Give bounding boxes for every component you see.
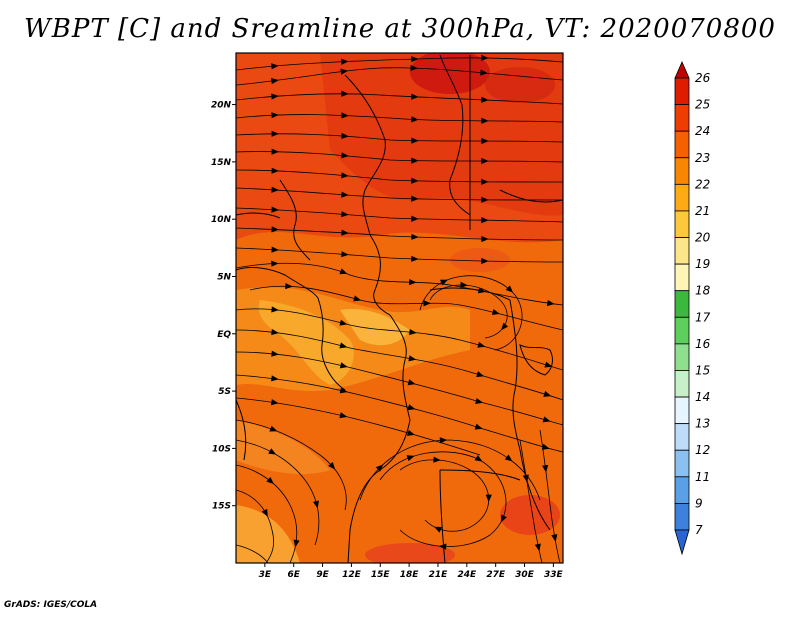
latitude-axis: 20N 15N 10N 5N EQ 5S 10S 15S <box>211 101 236 512</box>
colorbar: 26 25 24 23 22 21 20 19 18 17 16 15 14 13 12 11 9 7 <box>674 61 711 556</box>
colorbar-label: 19 <box>695 257 710 271</box>
colorbar-label: 20 <box>695 231 711 245</box>
colorbar-label: 23 <box>695 151 710 165</box>
lat-tick-label: 5N <box>217 272 231 282</box>
colorbar-label: 17 <box>695 310 711 324</box>
lat-tick-label: 15N <box>211 158 232 168</box>
colorbar-label: 13 <box>695 417 710 431</box>
lon-tick-label: 33E <box>544 570 564 580</box>
lon-tick-label: 6E <box>287 570 300 580</box>
lat-tick-label: 10S <box>212 444 231 454</box>
colorbar-label: 15 <box>695 363 710 377</box>
lon-tick-label: 12E <box>342 570 362 580</box>
boundaries <box>236 54 563 563</box>
lat-tick-label: 20N <box>211 101 232 111</box>
longitude-axis: 3E 6E 9E 12E 15E 18E 21E 24E 27E 30E 33E <box>259 563 564 580</box>
colorbar-label: 21 <box>695 204 710 218</box>
colorbar-label: 11 <box>695 470 710 484</box>
lon-tick-label: 15E <box>371 570 391 580</box>
colorbar-label: 25 <box>695 98 710 112</box>
lat-tick-label: EQ <box>217 330 231 340</box>
lon-tick-label: 30E <box>515 570 535 580</box>
lon-tick-label: 24E <box>457 570 477 580</box>
chart-title: WBPT [C] and Sreamline at 300hPa, VT: 20… <box>24 14 776 44</box>
colorbar-label: 14 <box>695 390 710 404</box>
lon-tick-label: 21E <box>429 570 449 580</box>
lon-tick-label: 3E <box>259 570 272 580</box>
lon-tick-label: 27E <box>486 570 506 580</box>
lon-tick-label: 9E <box>316 570 329 580</box>
lat-tick-label: 15S <box>212 502 231 512</box>
colorbar-label: 26 <box>695 71 711 85</box>
colorbar-label: 7 <box>695 523 703 537</box>
wbpt-field <box>236 53 563 563</box>
colorbar-label: 16 <box>695 337 711 351</box>
colorbar-label: 18 <box>695 284 711 298</box>
lat-tick-label: 5S <box>218 387 231 397</box>
colorbar-label: 24 <box>695 124 710 138</box>
colorbar-label: 9 <box>695 496 703 510</box>
lat-tick-label: 10N <box>211 215 232 225</box>
colorbar-label: 12 <box>695 443 710 457</box>
colorbar-label: 22 <box>695 177 710 191</box>
lon-tick-label: 18E <box>400 570 420 580</box>
map-frame <box>235 52 564 564</box>
credit-text: GrADS: IGES/COLA <box>4 600 98 610</box>
